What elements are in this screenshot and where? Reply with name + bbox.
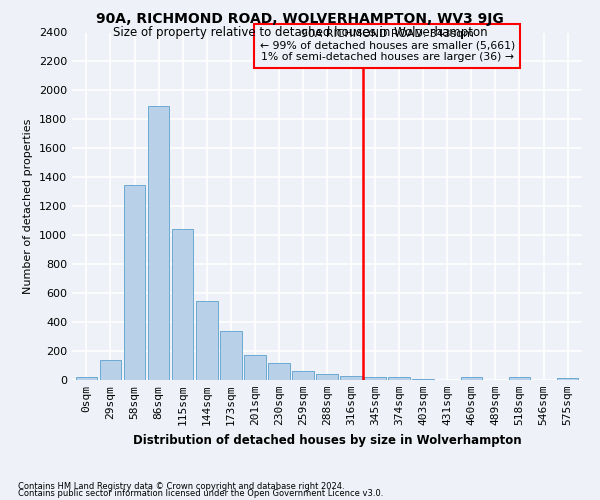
Bar: [148, 106, 169, 380]
Bar: [244, 354, 266, 380]
Bar: [124, 186, 145, 380]
Bar: [100, 360, 121, 380]
Text: Contains HM Land Registry data © Crown copyright and database right 2024.: Contains HM Land Registry data © Crown c…: [18, 482, 344, 491]
Bar: [340, 376, 362, 380]
Bar: [292, 372, 314, 380]
Text: 90A, RICHMOND ROAD, WOLVERHAMPTON, WV3 9JG: 90A, RICHMOND ROAD, WOLVERHAMPTON, WV3 9…: [96, 12, 504, 26]
Bar: [557, 378, 578, 380]
Bar: [268, 364, 290, 380]
Bar: [76, 377, 97, 380]
Bar: [364, 377, 386, 380]
Text: 90A RICHMOND ROAD: 343sqm
← 99% of detached houses are smaller (5,661)
1% of sem: 90A RICHMOND ROAD: 343sqm ← 99% of detac…: [260, 29, 515, 62]
Bar: [316, 374, 338, 380]
Bar: [509, 378, 530, 380]
Text: Size of property relative to detached houses in Wolverhampton: Size of property relative to detached ho…: [113, 26, 487, 39]
Bar: [388, 378, 410, 380]
X-axis label: Distribution of detached houses by size in Wolverhampton: Distribution of detached houses by size …: [133, 434, 521, 446]
Bar: [196, 301, 218, 380]
Bar: [220, 331, 242, 380]
Text: Contains public sector information licensed under the Open Government Licence v3: Contains public sector information licen…: [18, 489, 383, 498]
Y-axis label: Number of detached properties: Number of detached properties: [23, 118, 34, 294]
Bar: [461, 378, 482, 380]
Bar: [172, 228, 193, 380]
